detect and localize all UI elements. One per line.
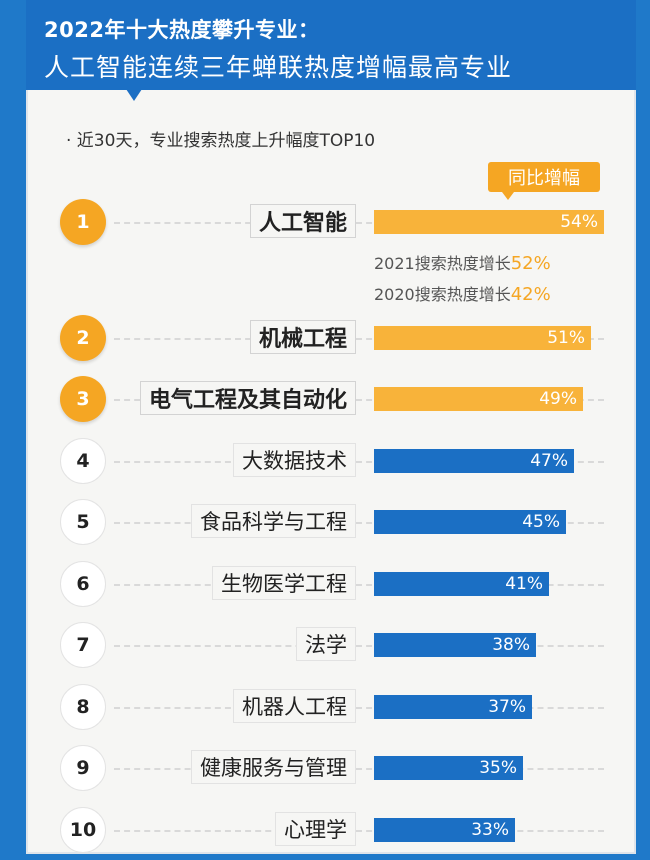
category-label: 心理学 (275, 812, 356, 846)
subtitle: · 近30天，专业搜索热度上升幅度TOP10 (66, 131, 376, 151)
annotation-value: 42% (510, 284, 551, 305)
category-label: 食品科学与工程 (191, 504, 356, 538)
value-bar: 33% (374, 818, 515, 842)
value-bar: 54% (374, 210, 604, 234)
row-dashed-guide (114, 584, 604, 586)
category-label: 机器人工程 (233, 689, 356, 723)
rank-badge: 3 (60, 376, 106, 422)
category-label: 法学 (296, 627, 356, 661)
annotation-text: 2021搜索热度增长52% (374, 250, 551, 274)
header-banner (26, 0, 636, 90)
row-dashed-guide (114, 768, 604, 770)
chart-row: 5 食品科学与工程 45% (0, 492, 650, 552)
title-line-2: 人工智能连续三年蝉联热度增幅最高专业 (44, 53, 513, 82)
category-label: 电气工程及其自动化 (139, 381, 356, 415)
row-dashed-guide (114, 645, 604, 647)
value-bar: 41% (374, 572, 549, 596)
value-bar: 38% (374, 633, 536, 657)
category-label: 人工智能 (249, 204, 356, 238)
row-dashed-guide (114, 399, 604, 401)
rank-badge: 9 (60, 745, 106, 791)
value-bar: 49% (374, 387, 583, 411)
annotation-text: 2020搜索热度增长42% (374, 281, 551, 305)
rank-badge: 4 (60, 438, 106, 484)
row-dashed-guide (114, 522, 604, 524)
title-line-1: 2022年十大热度攀升专业： (44, 18, 320, 42)
row-dashed-guide (114, 222, 604, 224)
value-bar: 35% (374, 756, 523, 780)
value-bar: 51% (374, 326, 591, 350)
rank-badge: 8 (60, 684, 106, 730)
rank-badge: 10 (60, 807, 106, 853)
chart-row: 4 大数据技术 47% (0, 431, 650, 491)
annotation-label: 2020搜索热度增长 (374, 285, 511, 304)
category-label: 机械工程 (249, 320, 356, 354)
category-label: 生物医学工程 (212, 566, 356, 600)
value-bar: 47% (374, 449, 574, 473)
row-dashed-guide (114, 338, 604, 340)
rank-badge: 1 (60, 199, 106, 245)
chart-row: 3 电气工程及其自动化 49% (0, 369, 650, 429)
row-dashed-guide (114, 707, 604, 709)
chart-row: 9 健康服务与管理 35% (0, 738, 650, 798)
rank-badge: 5 (60, 499, 106, 545)
row-dashed-guide (114, 461, 604, 463)
rank-badge: 2 (60, 315, 106, 361)
category-label: 大数据技术 (233, 443, 356, 477)
annotation-label: 2021搜索热度增长 (374, 254, 511, 273)
chart-row: 1 人工智能 54% (0, 192, 650, 252)
header-pointer (126, 89, 142, 101)
chart-row: 6 生物医学工程 41% (0, 554, 650, 614)
row-dashed-guide (114, 830, 604, 832)
rank-badge: 7 (60, 622, 106, 668)
value-bar: 45% (374, 510, 566, 534)
chart-row: 8 机器人工程 37% (0, 677, 650, 737)
annotation-value: 52% (510, 253, 551, 274)
rank-badge: 6 (60, 561, 106, 607)
value-bar: 37% (374, 695, 532, 719)
category-label: 健康服务与管理 (191, 750, 356, 784)
chart-row: 2 机械工程 51% (0, 308, 650, 368)
chart-row: 7 法学 38% (0, 615, 650, 675)
legend-badge: 同比增幅 (488, 162, 600, 200)
chart-row: 10 心理学 33% (0, 800, 650, 860)
